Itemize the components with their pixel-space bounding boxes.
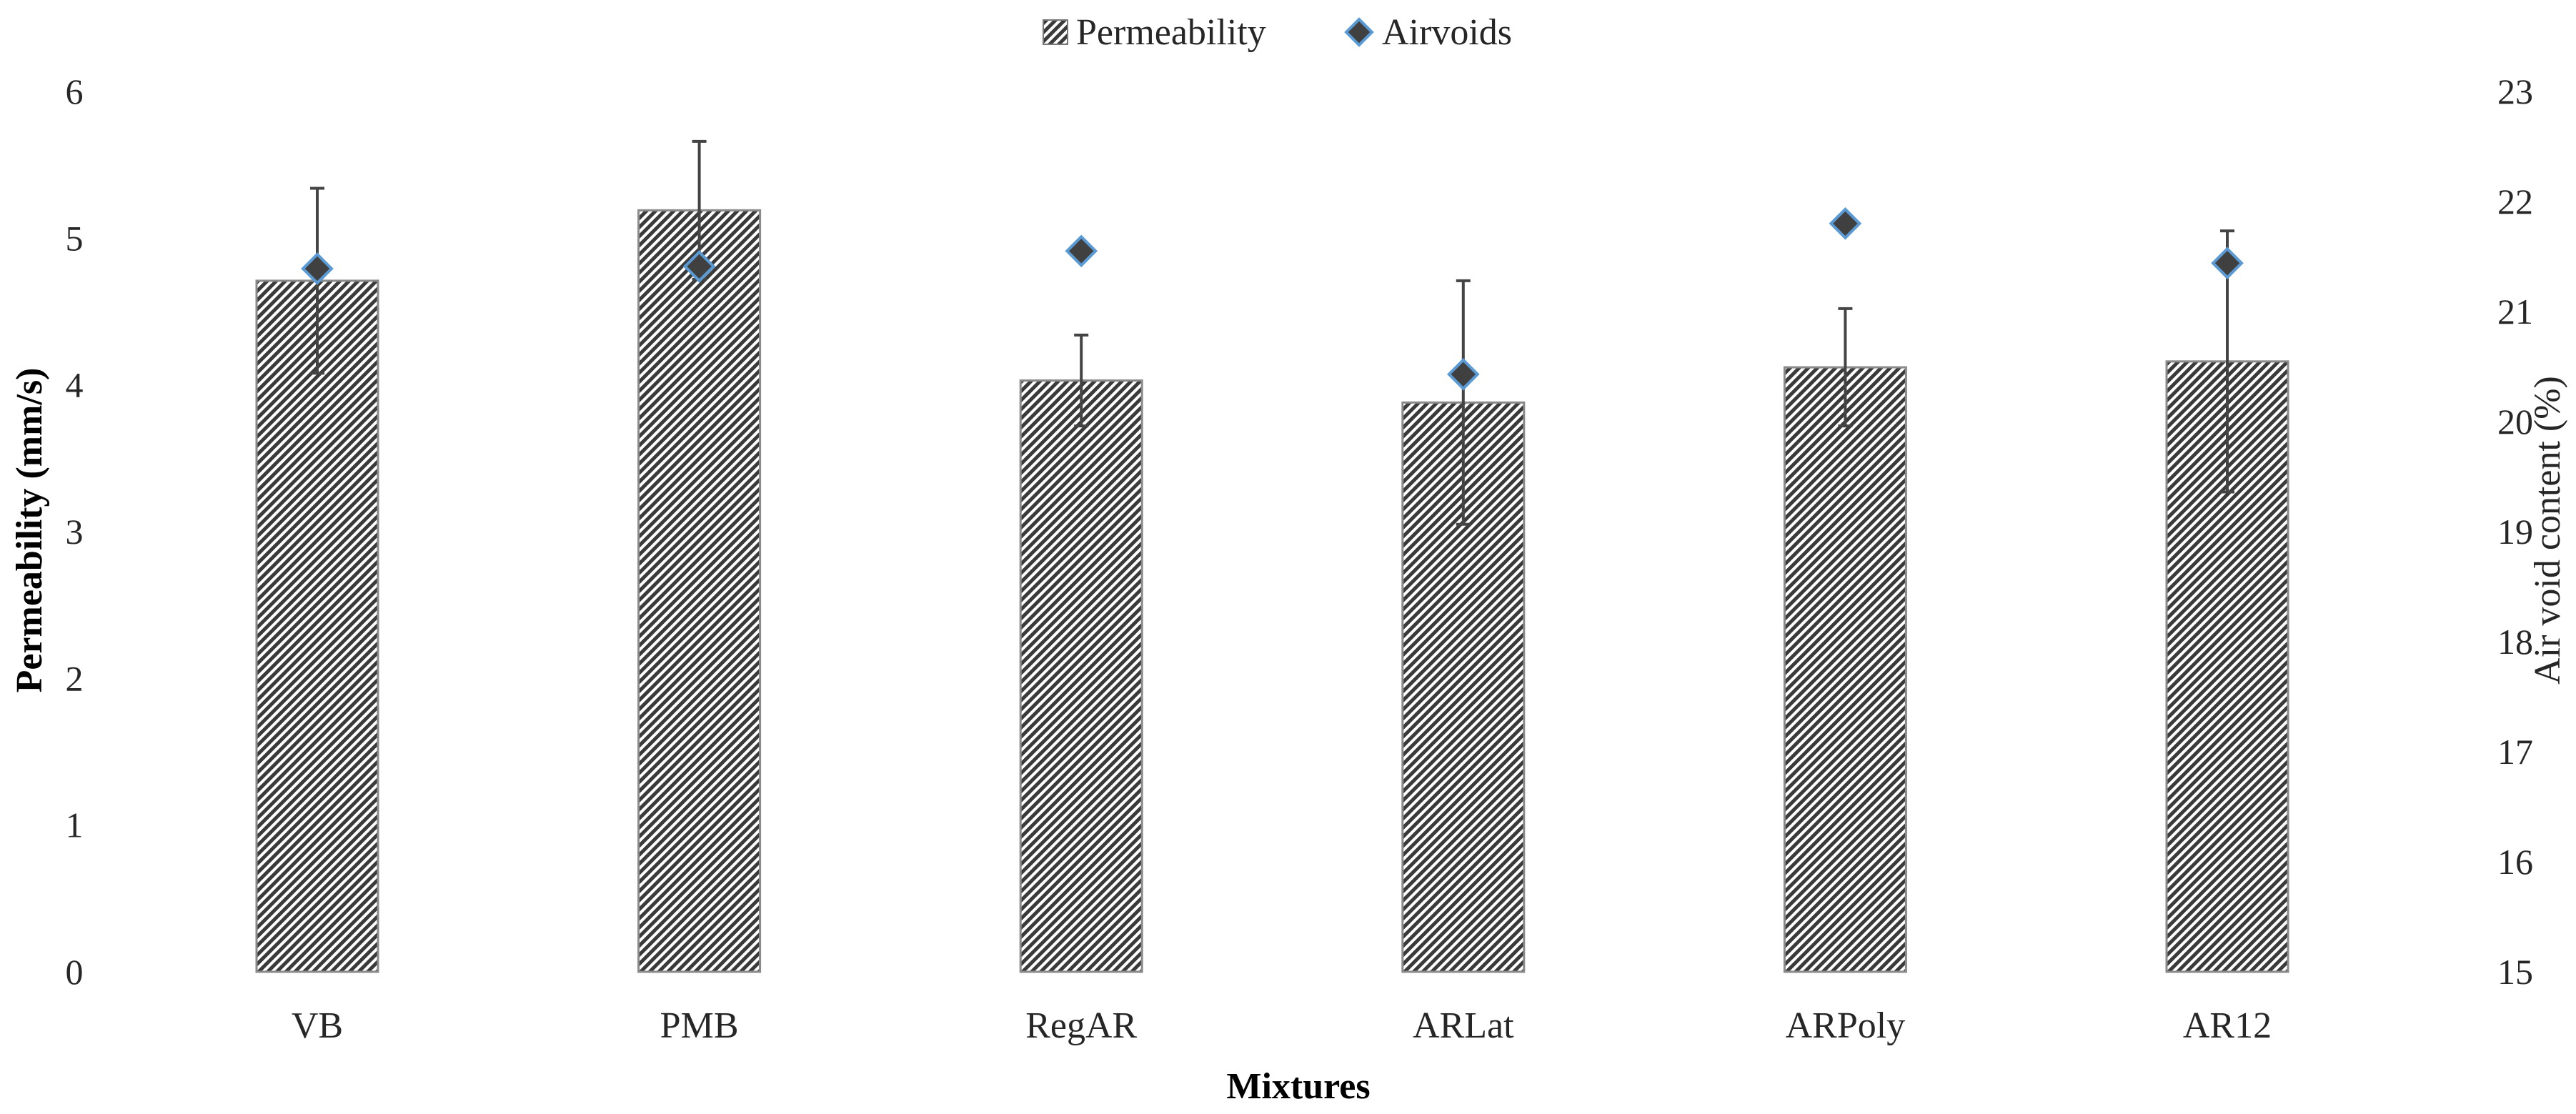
legend-airvoids-label: Airvoids bbox=[1382, 12, 1512, 53]
left-tick-label: 1 bbox=[66, 805, 84, 845]
airvoid-point-regar bbox=[1065, 234, 1098, 268]
airvoid-point-vb bbox=[301, 252, 334, 285]
left-axis-ticks: 0 1 2 3 4 5 6 bbox=[66, 71, 84, 992]
right-tick-label: 17 bbox=[2497, 732, 2533, 772]
legend: Permeability Airvoids bbox=[1043, 12, 1512, 53]
category-labels: VB PMB RegAR ARLat ARPoly AR12 bbox=[292, 1005, 2272, 1046]
category-label: PMB bbox=[660, 1005, 739, 1046]
left-tick-label: 4 bbox=[66, 365, 84, 405]
bar-pmb bbox=[637, 209, 762, 973]
category-label: ARLat bbox=[1413, 1005, 1514, 1046]
right-tick-label: 21 bbox=[2497, 292, 2533, 332]
left-tick-label: 2 bbox=[66, 658, 84, 698]
airvoid-points bbox=[301, 207, 2244, 391]
left-tick-label: 5 bbox=[66, 218, 84, 258]
bar-vb bbox=[255, 279, 379, 973]
bar-arpoly bbox=[1783, 366, 1907, 973]
right-tick-label: 16 bbox=[2497, 842, 2533, 882]
left-tick-label: 0 bbox=[66, 952, 84, 992]
right-tick-label: 20 bbox=[2497, 402, 2533, 442]
right-tick-label: 19 bbox=[2497, 512, 2533, 552]
category-label: RegAR bbox=[1025, 1005, 1137, 1046]
x-axis-title: Mixtures bbox=[1226, 1066, 1370, 1107]
airvoid-point-pmb bbox=[682, 250, 716, 283]
airvoid-point-arlat bbox=[1446, 357, 1480, 391]
right-tick-label: 22 bbox=[2497, 181, 2533, 222]
legend-permeability-swatch bbox=[1043, 19, 1068, 45]
error-bar-arpoly bbox=[1838, 307, 1853, 428]
right-tick-label: 18 bbox=[2497, 622, 2533, 662]
airvoid-point-ar12 bbox=[2211, 247, 2244, 280]
airvoid-point-arpoly bbox=[1829, 207, 1862, 240]
left-tick-label: 6 bbox=[66, 71, 84, 111]
right-axis-ticks: 15 16 17 18 19 20 21 22 23 bbox=[2497, 71, 2533, 992]
category-label: VB bbox=[292, 1005, 343, 1046]
right-tick-label: 23 bbox=[2497, 71, 2533, 111]
left-tick-label: 3 bbox=[66, 512, 84, 552]
error-bar-regar bbox=[1074, 333, 1089, 428]
y-axis-title: Permeability (mm/s) bbox=[9, 368, 50, 693]
bar-regar bbox=[1019, 379, 1143, 973]
y2-axis-title: Air void content (%) bbox=[2527, 376, 2568, 685]
legend-airvoids-marker bbox=[1344, 17, 1374, 47]
error-bars bbox=[310, 139, 2234, 526]
error-bar-arlat bbox=[1456, 279, 1471, 526]
category-label: AR12 bbox=[2183, 1005, 2272, 1046]
bars bbox=[255, 209, 2289, 973]
legend-permeability-label: Permeability bbox=[1076, 12, 1266, 53]
category-label: ARPoly bbox=[1786, 1005, 1906, 1046]
right-tick-label: 15 bbox=[2497, 952, 2533, 992]
